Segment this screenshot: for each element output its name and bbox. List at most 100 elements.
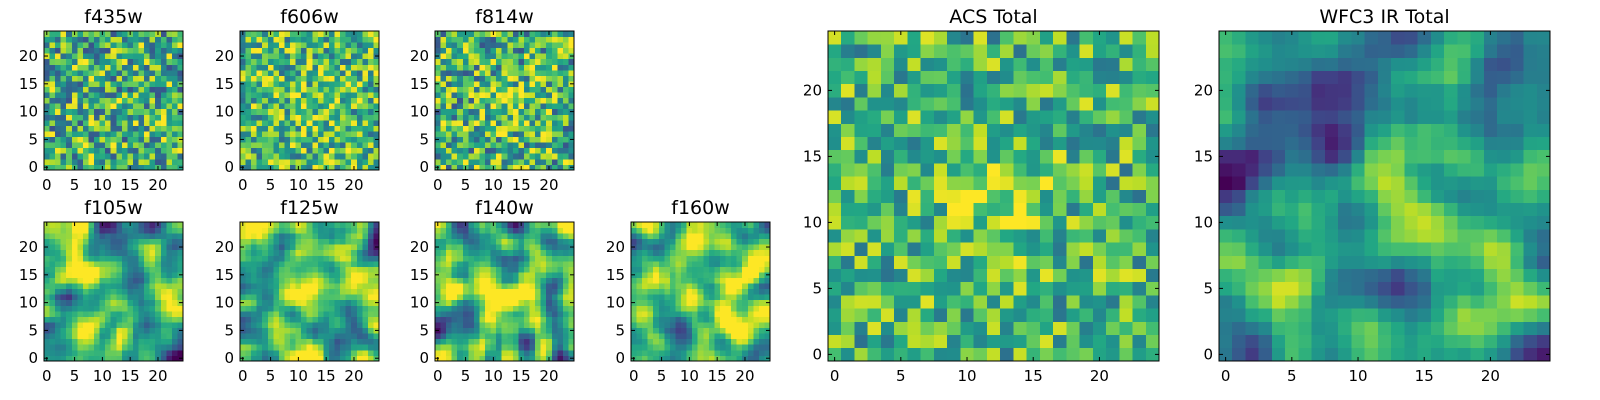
heatmap-cell [686,299,693,306]
heatmap-cell [562,266,569,273]
heatmap-cell [1026,321,1041,335]
heatmap-cell [468,299,475,306]
heatmap-cell [71,119,78,126]
heatmap-cell [345,31,352,37]
heatmap-cell [714,327,721,334]
heatmap-cell [340,260,347,267]
heatmap-cell [262,36,269,43]
heatmap-cell [127,64,134,71]
heatmap-cell [55,238,62,245]
heatmap-cell [546,294,553,301]
heatmap-cell [535,288,542,295]
heatmap-cell [160,227,167,234]
heatmap-cell [127,158,134,165]
heatmap-cell [99,42,106,49]
heatmap-cell [345,277,352,284]
heatmap-cell [306,58,313,65]
heatmap-cell [116,349,123,356]
heatmap-cell [256,244,263,251]
panel-title: f140w [475,197,534,219]
heatmap-cell [351,142,358,149]
heatmap-cell [312,136,319,143]
heatmap-cell [82,283,89,290]
heatmap-cell [60,114,67,121]
heatmap-cell [262,244,269,251]
heatmap-cell [490,349,497,356]
heatmap-cell [77,108,84,115]
heatmap-cell [468,327,475,334]
heatmap-cell [155,238,162,245]
heatmap-cell [367,103,374,110]
heatmap-cell [440,327,447,334]
heatmap-cell [708,305,715,312]
heatmap-cell [323,344,330,351]
heatmap-cell [278,233,285,240]
heatmap-cell [295,153,302,160]
heatmap-cell [719,255,726,262]
heatmap-cell [1039,281,1054,296]
heatmap-cell [473,327,480,334]
heatmap-cell [546,69,553,76]
heatmap-cell [462,58,469,65]
heatmap-cell [267,322,274,329]
heatmap-cell [166,58,173,65]
heatmap-cell [171,69,178,76]
heatmap-cell [138,108,145,115]
heatmap-cell [49,42,56,49]
heatmap-cell [490,233,497,240]
heatmap-cell [278,327,285,334]
heatmap-cell [301,260,308,267]
heatmap-cell [328,244,335,251]
heatmap-cell [692,222,699,228]
heatmap-cell [312,81,319,87]
heatmap-cell [523,266,530,273]
heatmap-cell [278,36,285,43]
heatmap-cell [356,97,363,104]
heatmap-cell [317,36,324,43]
heatmap-cell [160,47,167,54]
heatmap-cell [356,119,363,126]
heatmap-cell [535,92,542,99]
heatmap-cell [551,53,558,60]
heatmap-cell [501,249,508,256]
heatmap-cell [512,238,519,245]
heatmap-cell [703,344,710,351]
heatmap-cell [351,344,358,351]
heatmap-cell [747,222,754,228]
x-tick-label: 15 [121,367,140,385]
heatmap-cell [557,97,564,104]
heatmap-cell [1053,189,1067,203]
heatmap-cell [546,97,553,104]
heatmap-cell [262,349,269,356]
heatmap-cell [367,260,374,267]
heatmap-cell [127,69,134,76]
heatmap-cell [435,158,441,165]
heatmap-cell [44,238,50,245]
heatmap-cell [540,288,547,295]
heatmap-cell [440,108,447,115]
heatmap-cell [758,288,765,295]
heatmap-cell [960,255,975,269]
heatmap-cell [71,136,78,143]
heatmap-cell [240,142,246,149]
heatmap-cell [284,42,291,49]
heatmap-cell [725,277,732,284]
heatmap-cell [262,222,269,228]
heatmap-cell [334,349,341,356]
heatmap-cell [94,355,100,362]
heatmap-cell [295,227,302,234]
heatmap-cell [340,108,347,115]
heatmap-cell [290,355,296,362]
heatmap-cell [512,277,519,284]
heatmap-cell [529,310,536,317]
heatmap-cell [171,310,178,317]
heatmap-cell [284,142,291,149]
heatmap-cell [121,299,128,306]
heatmap-cell [71,344,78,351]
heatmap-cell [546,81,553,87]
heatmap-cell [301,327,308,334]
heatmap-cell [71,147,78,154]
heatmap-cell [116,299,123,306]
heatmap-cell [240,69,246,76]
heatmap-cell [920,268,935,283]
